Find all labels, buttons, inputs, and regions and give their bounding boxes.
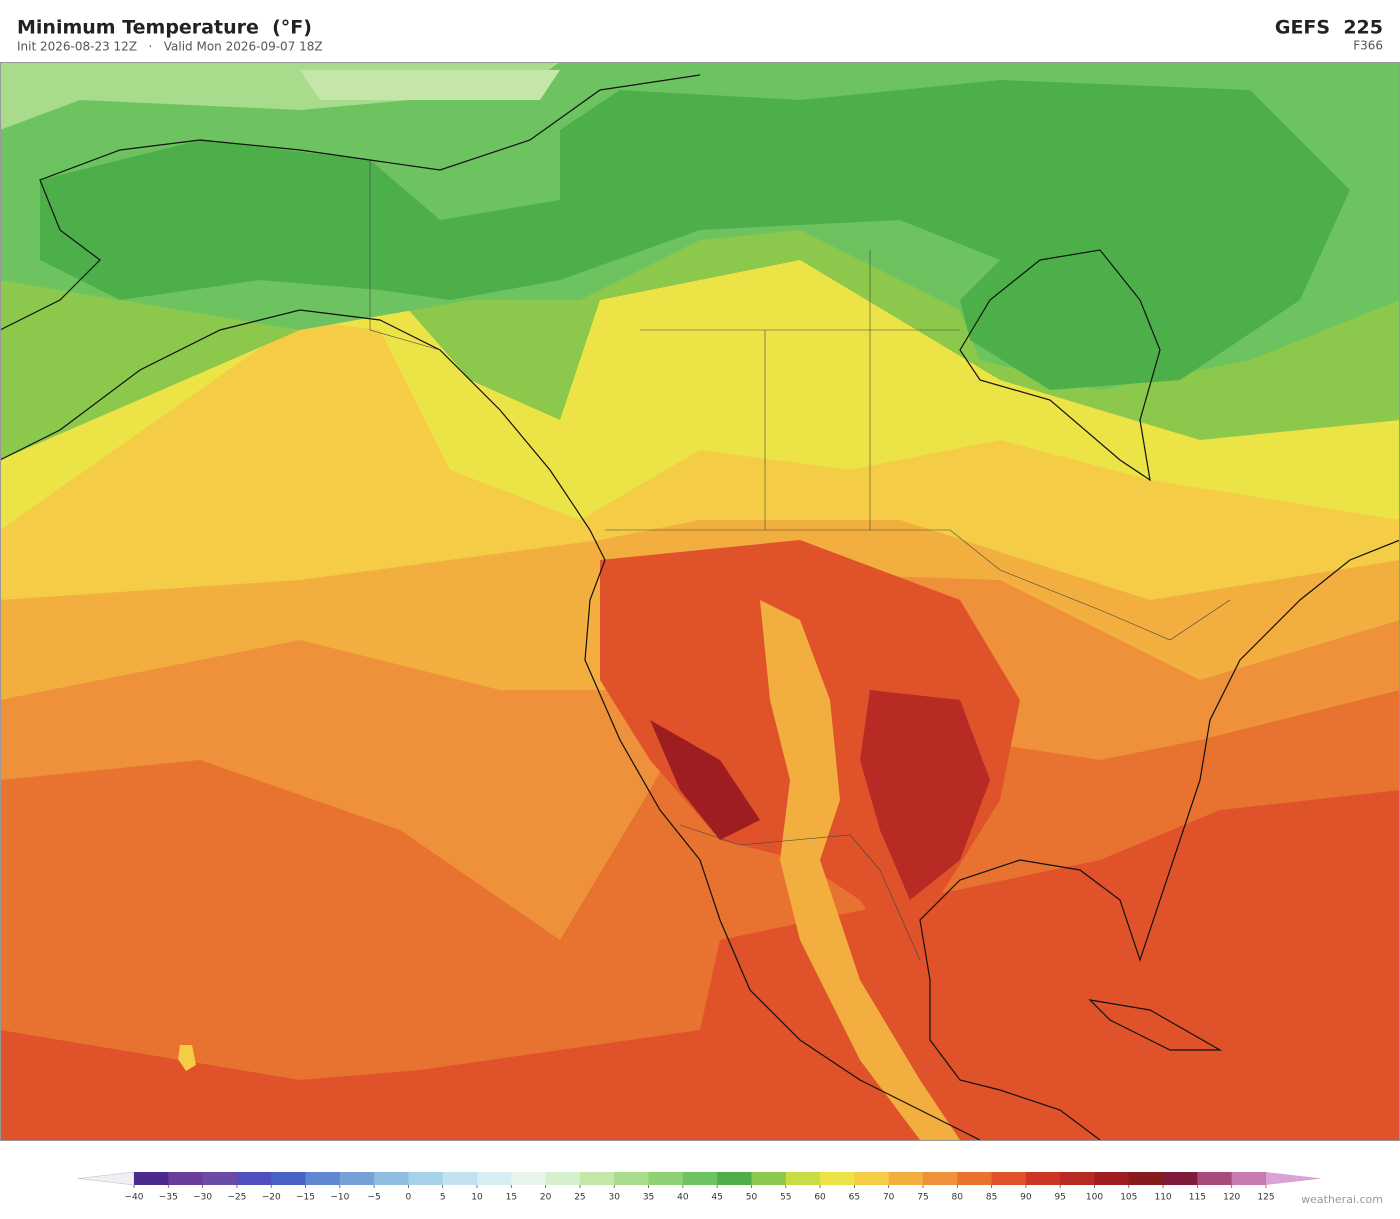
- colorbar-tick-label: 85: [986, 1193, 997, 1203]
- colorbar-bin: [477, 1172, 512, 1185]
- colorbar-over: [1266, 1172, 1322, 1185]
- colorbar-bin: [1197, 1172, 1233, 1185]
- colorbar-tick-label: 20: [540, 1193, 552, 1203]
- colorbar-bin: [957, 1172, 993, 1185]
- credit: weatherai.com: [1301, 1193, 1383, 1206]
- colorbar-bin: [922, 1172, 958, 1185]
- colorbar-bin: [134, 1172, 169, 1185]
- colorbar-tick-label: 5: [440, 1193, 446, 1203]
- colorbar-bin: [1060, 1172, 1095, 1185]
- colorbar-tick-label: −25: [227, 1193, 246, 1203]
- colorbar-tick-label: 25: [574, 1193, 585, 1203]
- colorbar-tick-label: 75: [917, 1193, 928, 1203]
- colorbar-bin: [339, 1172, 375, 1185]
- colorbar-tick-label: 55: [780, 1193, 791, 1203]
- colorbar-bin: [1163, 1172, 1198, 1185]
- colorbar-tick-label: −35: [159, 1193, 178, 1203]
- colorbar-bin: [271, 1172, 307, 1185]
- colorbar-tick-label: 0: [406, 1193, 412, 1203]
- colorbar-tick-label: 50: [746, 1193, 758, 1203]
- colorbar-bin: [717, 1172, 752, 1185]
- hawaii: [178, 1045, 196, 1071]
- colorbar-bin: [1231, 1172, 1267, 1185]
- colorbar-bin: [1094, 1172, 1130, 1185]
- colorbar-tick-label: −20: [262, 1193, 281, 1203]
- borders: [369, 160, 1231, 961]
- colorbar-tick-label: 30: [609, 1193, 621, 1203]
- colorbar-bin: [511, 1172, 547, 1185]
- colorbar-tick-label: 80: [952, 1193, 964, 1203]
- colorbar-tick-label: 15: [506, 1193, 517, 1203]
- colorbar-tick-label: 10: [471, 1193, 483, 1203]
- colorbar-tick-label: 115: [1189, 1193, 1206, 1203]
- colorbar-tick-label: 35: [643, 1193, 654, 1203]
- colorbar-bin: [614, 1172, 650, 1185]
- colorbar-tick-label: −40: [125, 1193, 144, 1203]
- title: Minimum Temperature (°F): [17, 17, 312, 39]
- field-30: [300, 70, 560, 100]
- colorbar-tick-label: 45: [711, 1193, 722, 1203]
- colorbar-tick-label: −10: [330, 1193, 349, 1203]
- field-hottest: [650, 720, 760, 840]
- colorbar-tick-label: 65: [849, 1193, 860, 1203]
- colorbar-bin: [751, 1172, 787, 1185]
- colorbar-tick-label: 120: [1223, 1193, 1240, 1203]
- colorbar-bin: [408, 1172, 444, 1185]
- colorbar-bin: [168, 1172, 204, 1185]
- field-hotter: [860, 690, 990, 900]
- colorbar-tick-label: −15: [296, 1193, 315, 1203]
- colorbar-tick-label: 60: [814, 1193, 826, 1203]
- colorbar-bin: [648, 1172, 684, 1185]
- map: [0, 62, 1400, 1141]
- colorbar-bin: [991, 1172, 1027, 1185]
- colorbar-tick-label: 110: [1154, 1193, 1171, 1203]
- colorbar-bin: [888, 1172, 924, 1185]
- colorbar-tick-label: −30: [193, 1193, 212, 1203]
- field-cold: [40, 80, 1350, 390]
- colorbar-bin: [202, 1172, 238, 1185]
- colorbar-bin: [374, 1172, 409, 1185]
- colorbar-bin: [579, 1172, 615, 1185]
- model: GEFS 225: [1275, 17, 1383, 39]
- colorbar-bin: [442, 1172, 478, 1185]
- colorbar-bin: [854, 1172, 890, 1185]
- field-mountains: [760, 600, 960, 1140]
- colorbar-tick-label: 40: [677, 1193, 689, 1203]
- colorbar-tick-label: 105: [1120, 1193, 1137, 1203]
- coastline: [0, 74, 1400, 1140]
- colorbar-bin: [1025, 1172, 1061, 1185]
- colorbar-tick-label: −5: [367, 1193, 380, 1203]
- colorbar: −40 −35 −30 −25 −20 −15 −10 −5 0 5 10 15 20 25 30 35 40 4…: [77, 1171, 1322, 1203]
- subtitle: Init 2026-08-23 12Z · Valid Mon 2026-09-…: [17, 40, 323, 54]
- colorbar-bin: [236, 1172, 272, 1185]
- forecast-hour: F366: [1353, 39, 1383, 53]
- colorbar-tick-label: 100: [1086, 1193, 1103, 1203]
- colorbar-bin: [785, 1172, 821, 1185]
- colorbar-tick-label: 90: [1020, 1193, 1032, 1203]
- colorbar-tick-label: 95: [1054, 1193, 1065, 1203]
- colorbar-bin: [305, 1172, 341, 1185]
- colorbar-bin: [682, 1172, 718, 1185]
- colorbar-bin: [545, 1172, 581, 1185]
- colorbar-tick-label: 70: [883, 1193, 895, 1203]
- colorbar-bin: [1128, 1172, 1164, 1185]
- colorbar-bin: [820, 1172, 855, 1185]
- colorbar-tick-label: 125: [1257, 1193, 1274, 1203]
